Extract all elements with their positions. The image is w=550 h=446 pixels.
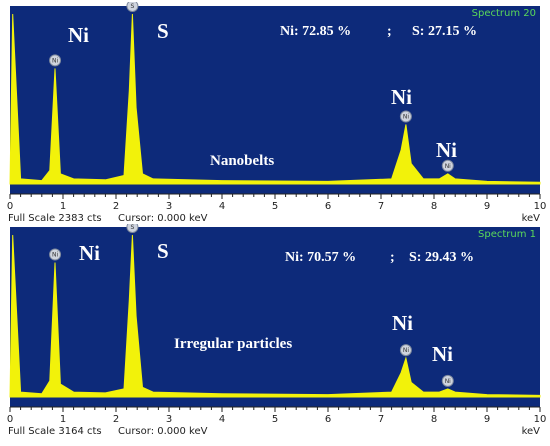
- peak-badge-text: Ni: [52, 252, 58, 259]
- x-tick-label: 8: [431, 201, 437, 212]
- composition-ni: Ni: 72.85 %: [280, 24, 351, 39]
- x-tick-label: 9: [484, 201, 490, 212]
- x-tick-label: 5: [272, 201, 278, 212]
- peak-badge-text: S: [131, 224, 135, 231]
- x-tick-label: 4: [219, 414, 225, 425]
- full-scale-readout: Full Scale 3164 cts: [8, 426, 102, 437]
- peak-badge-0: [49, 248, 62, 261]
- element-label: Ni: [432, 342, 453, 366]
- composition-separator: ;: [390, 250, 395, 265]
- peak-badge-text: Ni: [52, 57, 58, 64]
- x-tick-label: 7: [378, 201, 384, 212]
- element-label: S: [157, 239, 169, 263]
- x-tick-label: 3: [166, 201, 172, 212]
- peak-badge-1: [126, 224, 139, 233]
- sample-label: Nanobelts: [210, 153, 274, 169]
- spectrum-panel-nanobelts: Spectrum 20 Ni Ni S S Ni Ni Ni Ni Ni: 72.85 %; S: …: [0, 2, 550, 224]
- cursor-readout: Cursor: 0.000 keV: [118, 426, 208, 437]
- x-tick-label: 9: [484, 414, 490, 425]
- spectrum-fill: [9, 234, 541, 398]
- spectrum-chart: Spectrum 1 Ni Ni S S Ni Ni Ni Ni Ni: 70.57 %; S: 2…: [7, 224, 547, 437]
- peak-badge-2: [399, 344, 412, 357]
- element-label: Ni: [391, 85, 412, 109]
- spectrum-label: Spectrum 20: [472, 8, 536, 19]
- peak-badge-1: [126, 2, 139, 12]
- composition-ni: Ni: 70.57 %: [285, 250, 356, 265]
- peak-badge-text: Ni: [445, 163, 451, 170]
- x-tick-label: 8: [431, 414, 437, 425]
- peak-badge-text: S: [131, 3, 135, 10]
- x-tick-label: 5: [272, 414, 278, 425]
- x-tick-label: 2: [113, 414, 119, 425]
- x-tick-label: 7: [378, 414, 384, 425]
- element-label: Ni: [79, 241, 100, 265]
- spectrum-fill: [9, 13, 541, 185]
- x-tick-label: 0: [7, 414, 13, 425]
- peak-badge-text: Ni: [403, 114, 409, 121]
- full-scale-readout: Full Scale 2383 cts: [8, 213, 102, 224]
- composition-s: S: 27.15 %: [412, 24, 477, 39]
- composition-separator: ;: [387, 24, 392, 39]
- x-tick-label: 10: [534, 201, 547, 212]
- x-tick-label: 4: [219, 201, 225, 212]
- spectrum-label: Spectrum 1: [478, 229, 536, 240]
- x-tick-label: 2: [113, 201, 119, 212]
- x-axis-unit: keV: [522, 213, 541, 224]
- x-tick-label: 6: [325, 201, 331, 212]
- composition-s: S: 29.43 %: [409, 250, 474, 265]
- element-label: Ni: [436, 138, 457, 162]
- x-axis-unit: keV: [522, 426, 541, 437]
- x-tick-label: 10: [534, 414, 547, 425]
- peak-badge-text: Ni: [445, 378, 451, 385]
- spectrum-panel-irregular-particles: Spectrum 1 Ni Ni S S Ni Ni Ni Ni Ni: 70.57 %; S: 2…: [0, 224, 550, 446]
- element-label: S: [157, 19, 169, 43]
- cursor-readout: Cursor: 0.000 keV: [118, 213, 208, 224]
- element-label: Ni: [392, 311, 413, 335]
- peak-badge-text: Ni: [403, 347, 409, 354]
- peak-badge-2: [399, 110, 412, 123]
- x-tick-label: 0: [7, 201, 13, 212]
- x-tick-label: 1: [60, 414, 66, 425]
- x-tick-label: 1: [60, 201, 66, 212]
- element-label: Ni: [68, 23, 89, 47]
- x-tick-label: 3: [166, 414, 172, 425]
- peak-badge-3: [441, 374, 454, 387]
- peak-badge-3: [441, 159, 454, 172]
- peak-badge-0: [49, 54, 62, 67]
- sample-label: Irregular particles: [174, 336, 292, 352]
- x-tick-label: 6: [325, 414, 331, 425]
